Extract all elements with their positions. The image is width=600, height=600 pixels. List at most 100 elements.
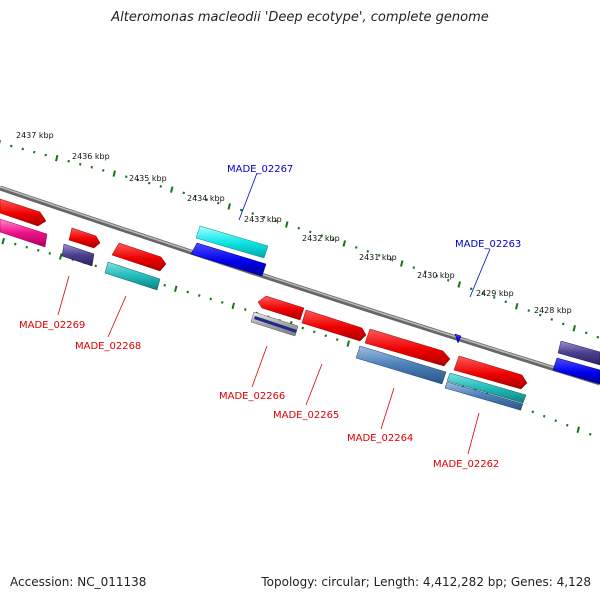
minor-tick: [221, 301, 224, 304]
kbp-label-2436: 2436 kbp: [72, 152, 110, 161]
gene-feature[interactable]: [552, 357, 600, 385]
major-tick: [112, 170, 116, 177]
major-tick: [227, 203, 231, 210]
gene-label-made-02262[interactable]: MADE_02262: [433, 459, 499, 470]
minor-tick: [159, 185, 162, 188]
minor-tick: [67, 159, 70, 163]
callout-line: [238, 172, 258, 221]
kbp-label-2434: 2434 kbp: [187, 194, 225, 203]
gene-feature[interactable]: [301, 309, 367, 342]
gene-feature[interactable]: [444, 381, 524, 411]
kbp-label-2433: 2433 kbp: [244, 215, 282, 224]
gene-feature[interactable]: [454, 333, 462, 344]
minor-tick: [527, 309, 530, 312]
gene-feature[interactable]: [453, 355, 528, 390]
major-tick: [342, 240, 346, 247]
gene-label-made-02263[interactable]: MADE_02263: [455, 239, 521, 250]
callout-line: [305, 363, 323, 406]
minor-tick: [543, 414, 546, 418]
gene-feature[interactable]: [557, 340, 600, 366]
minor-tick: [481, 291, 484, 295]
minor-tick: [596, 335, 599, 339]
kbp-label-2430: 2430 kbp: [417, 271, 455, 280]
gene-feature[interactable]: [257, 295, 305, 321]
minor-tick: [125, 175, 128, 179]
gene-feature[interactable]: [195, 225, 269, 259]
minor-tick: [531, 410, 534, 414]
gene-feature[interactable]: [446, 372, 527, 404]
minor-tick: [148, 181, 151, 185]
genome-summary-text: Topology: circular; Length: 4,412,282 bp…: [261, 575, 591, 589]
major-tick: [515, 302, 519, 310]
kbp-label-2431: 2431 kbp: [359, 253, 397, 262]
minor-tick: [550, 318, 553, 321]
minor-tick: [33, 150, 36, 154]
gene-feature[interactable]: [190, 242, 267, 277]
minor-tick: [240, 208, 243, 212]
major-tick: [400, 260, 404, 267]
minor-tick: [324, 334, 327, 338]
kbp-label-2429: 2429 kbp: [476, 289, 514, 298]
minor-tick: [244, 308, 247, 311]
accession-text: Accession: NC_011138: [10, 575, 147, 589]
major-tick: [170, 186, 174, 193]
minor-tick: [424, 270, 427, 274]
minor-tick: [263, 215, 266, 219]
gene-feature[interactable]: [61, 243, 95, 267]
minor-tick: [539, 313, 542, 317]
gene-feature[interactable]: [0, 218, 48, 248]
callout-line: [467, 412, 480, 455]
outer-tick-track: [0, 140, 599, 339]
major-tick: [576, 426, 580, 434]
minor-tick: [355, 246, 358, 249]
minor-tick: [274, 219, 277, 223]
callout-line: [107, 295, 127, 338]
minor-tick: [25, 245, 28, 249]
minor-tick: [14, 242, 17, 246]
major-tick: [174, 285, 178, 292]
minor-tick: [209, 297, 212, 301]
gene-feature[interactable]: [68, 227, 101, 249]
minor-tick: [44, 153, 47, 157]
minor-tick: [182, 191, 185, 195]
gene-feature[interactable]: [0, 198, 47, 227]
callout-line: [57, 275, 70, 316]
major-tick: [457, 281, 461, 288]
kbp-label-2435: 2435 kbp: [129, 174, 167, 183]
minor-tick: [48, 252, 51, 255]
gene-label-made-02269[interactable]: MADE_02269: [19, 320, 85, 331]
minor-tick: [90, 165, 93, 169]
gene-label-made-02268[interactable]: MADE_02268: [75, 341, 141, 352]
gene-label-made-02267[interactable]: MADE_02267: [227, 164, 293, 175]
gene-feature[interactable]: [364, 328, 451, 367]
minor-tick: [566, 423, 569, 427]
minor-tick: [301, 326, 304, 330]
major-tick: [231, 302, 235, 310]
major-tick: [1, 237, 5, 245]
minor-tick: [186, 290, 189, 294]
minor-tick: [198, 294, 201, 297]
gene-labels: MADE_02269 MADE_02268 MADE_02267 MADE_02…: [19, 164, 521, 470]
major-tick: [59, 253, 63, 260]
minor-tick: [102, 169, 105, 172]
minor-tick: [435, 274, 438, 278]
minor-tick: [366, 250, 369, 253]
gene-label-made-02264[interactable]: MADE_02264: [347, 433, 413, 444]
gene-feature[interactable]: [254, 316, 297, 333]
minor-tick: [589, 432, 592, 436]
minor-tick: [378, 254, 381, 257]
major-tick: [285, 221, 289, 228]
minor-tick: [94, 264, 97, 268]
minor-tick: [297, 226, 300, 230]
gene-feature[interactable]: [355, 345, 447, 385]
gene-feature[interactable]: [111, 242, 167, 272]
gene-feature[interactable]: [104, 261, 161, 291]
minor-tick: [205, 198, 208, 202]
gene-label-made-02265[interactable]: MADE_02265: [273, 410, 339, 421]
minor-tick: [313, 330, 316, 334]
major-tick: [346, 340, 350, 347]
kbp-labels: 2437 kbp 2436 kbp 2435 kbp 2434 kbp 2433…: [16, 131, 572, 315]
major-tick: [55, 154, 59, 162]
gene-label-made-02266[interactable]: MADE_02266: [219, 391, 285, 402]
genome-backbone: [0, 185, 600, 386]
